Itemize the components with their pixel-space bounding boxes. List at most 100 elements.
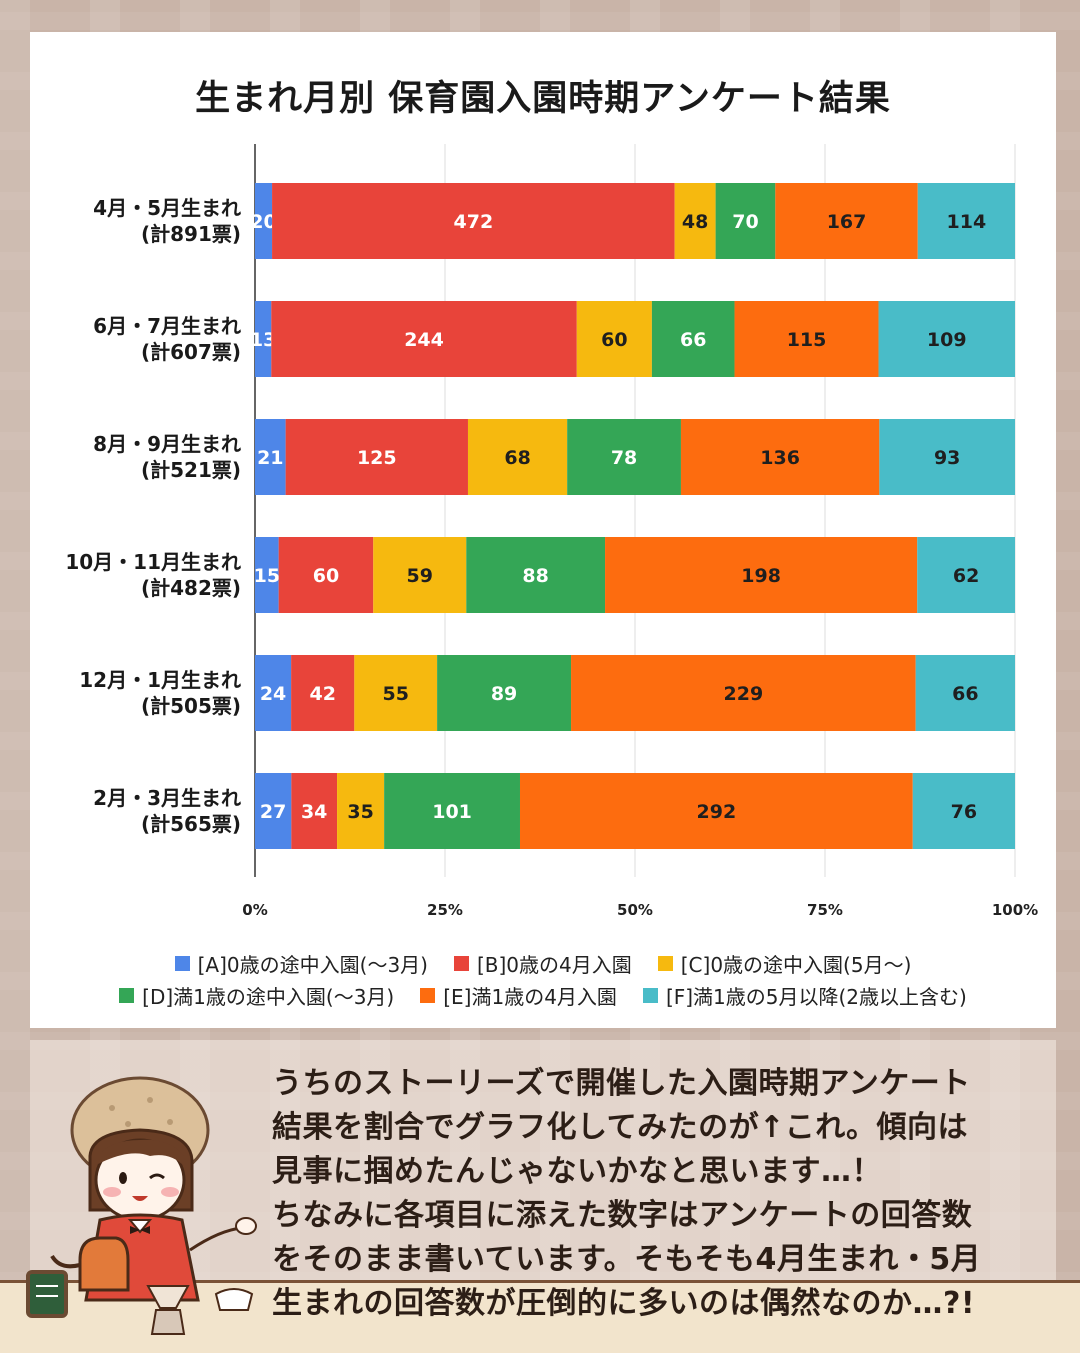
data-label: 24 [260, 683, 286, 705]
category-total-label: (計505票) [141, 694, 241, 718]
legend-swatch [642, 987, 658, 1003]
data-label: 244 [404, 329, 444, 351]
bar-segment-C [467, 419, 568, 495]
data-label: 13 [250, 329, 276, 351]
bar-segment-C [373, 537, 467, 613]
data-label: 109 [927, 329, 967, 351]
bar-segment-C [337, 773, 385, 849]
bar-segment-A [255, 537, 279, 613]
data-label: 34 [301, 801, 327, 823]
bar-segment-E [734, 301, 879, 377]
data-label: 88 [522, 565, 548, 587]
stacked-bar-chart: 0% 25% 50% 75% 100% 4月・5月生まれ(計891票) 20 472 48 70 1… [65, 144, 1038, 919]
legend-item: [E]満1歳の4月入園 [420, 981, 617, 1010]
data-label: 55 [382, 683, 408, 705]
data-label: 76 [951, 801, 977, 823]
comment-line: 結果を割合でグラフ化してみたのが↑これ。傾向は [272, 1110, 969, 1145]
bar-segment-D [651, 301, 735, 377]
data-label: 89 [491, 683, 517, 705]
legend-row: [D]満1歳の途中入園(〜3月) [E]満1歳の4月入園 [F]満1歳の5月以降(2… [30, 979, 1056, 1011]
data-label: 472 [454, 211, 494, 233]
category-label: 2月・3月生まれ [93, 786, 241, 810]
x-tick-label: 50% [617, 901, 653, 919]
bar-segment-C [674, 183, 716, 259]
data-label: 167 [827, 211, 867, 233]
bar-segment-B [278, 537, 374, 613]
x-tick-label: 0% [242, 901, 267, 919]
comment-line: 生まれの回答数が圧倒的に多いのは偶然なのか…?! [272, 1286, 976, 1321]
mascot-illustration [26, 1076, 257, 1335]
bar-segment-D [715, 183, 776, 259]
legend-item: [D]満1歳の途中入園(〜3月) [119, 981, 394, 1010]
data-label: 68 [504, 447, 530, 469]
legend-item: [B]0歳の4月入園 [453, 949, 632, 978]
bar-segment-E [605, 537, 918, 613]
data-label: 42 [309, 683, 335, 705]
data-label: 114 [947, 211, 987, 233]
comment-text: うちのストーリーズで開催した入園時期アンケート 結果を割合でグラフ化してみたのが↑… [272, 1062, 1062, 1326]
bar-segment-F [917, 537, 1015, 613]
bar-segment-B [271, 301, 577, 377]
category-total-label: (計891票) [141, 222, 241, 246]
category-label: 4月・5月生まれ [93, 196, 241, 220]
data-label: 35 [347, 801, 373, 823]
data-label: 115 [787, 329, 827, 351]
bar-segment-D [567, 419, 681, 495]
data-label: 20 [250, 211, 276, 233]
bar-segment-A [255, 419, 286, 495]
data-label: 48 [682, 211, 708, 233]
legend-label: [A]0歳の途中入園(〜3月) [197, 952, 428, 977]
legend-label: [D]満1歳の途中入園(〜3月) [142, 984, 395, 1009]
data-label: 198 [741, 565, 781, 587]
bar-segment-A [255, 655, 292, 731]
bar-segment-B [291, 655, 355, 731]
data-label: 229 [724, 683, 764, 705]
data-label: 93 [934, 447, 960, 469]
data-label: 136 [760, 447, 800, 469]
data-label: 60 [601, 329, 627, 351]
category-total-label: (計482票) [141, 576, 241, 600]
legend-swatch [174, 955, 190, 971]
bar-segment-A [255, 183, 273, 259]
bar-segment-F [879, 419, 1015, 495]
legend-item: [F]満1歳の5月以降(2歳以上含む) [642, 981, 967, 1010]
data-label: 62 [953, 565, 979, 587]
data-label: 21 [257, 447, 283, 469]
category-total-label: (計565票) [141, 812, 241, 836]
bar-segment-F [915, 655, 1015, 731]
chart-legend: [A]0歳の途中入園(〜3月) [B]0歳の4月入園 [C]0歳の途中入園(5月〜)… [30, 947, 1056, 1011]
legend-row: [A]0歳の途中入園(〜3月) [B]0歳の4月入園 [C]0歳の途中入園(5月〜) [30, 947, 1056, 979]
legend-label: [F]満1歳の5月以降(2歳以上含む) [665, 984, 967, 1009]
bar-segment-F [917, 183, 1015, 259]
category-label: 8月・9月生まれ [93, 432, 241, 456]
bar-segment-B [285, 419, 468, 495]
bar-segment-D [384, 773, 520, 849]
bar-segment-A [255, 773, 292, 849]
comment-line: ちなみに各項目に添えた数字はアンケートの回答数 [272, 1198, 973, 1233]
comment-line: うちのストーリーズで開催した入園時期アンケート [272, 1066, 971, 1101]
data-label: 15 [254, 565, 280, 587]
bar-segment-E [775, 183, 918, 259]
data-label: 60 [313, 565, 339, 587]
bar-segment-A [255, 301, 272, 377]
bar-segment-D [437, 655, 572, 731]
bar-segment-B [272, 183, 675, 259]
data-label: 27 [260, 801, 286, 823]
data-label: 78 [611, 447, 637, 469]
legend-label: [C]0歳の途中入園(5月〜) [680, 952, 912, 977]
bar-segment-E [519, 773, 913, 849]
bar-segment-E [571, 655, 916, 731]
data-label: 101 [432, 801, 472, 823]
bar-segment-F [912, 773, 1015, 849]
bar-segment-B [291, 773, 338, 849]
bar-segment-C [576, 301, 652, 377]
comment-line: をそのまま書いています。そもそも4月生まれ・5月 [272, 1242, 982, 1277]
data-label: 66 [680, 329, 706, 351]
comment-line: 見事に掴めたんじゃないかなと思います…！ [272, 1154, 882, 1189]
category-label: 10月・11月生まれ [65, 550, 241, 574]
legend-label: [E]満1歳の4月入園 [443, 984, 617, 1009]
legend-item: [A]0歳の途中入園(〜3月) [174, 949, 428, 978]
category-label: 12月・1月生まれ [79, 668, 241, 692]
legend-swatch [657, 955, 673, 971]
bar-segment-F [878, 301, 1015, 377]
